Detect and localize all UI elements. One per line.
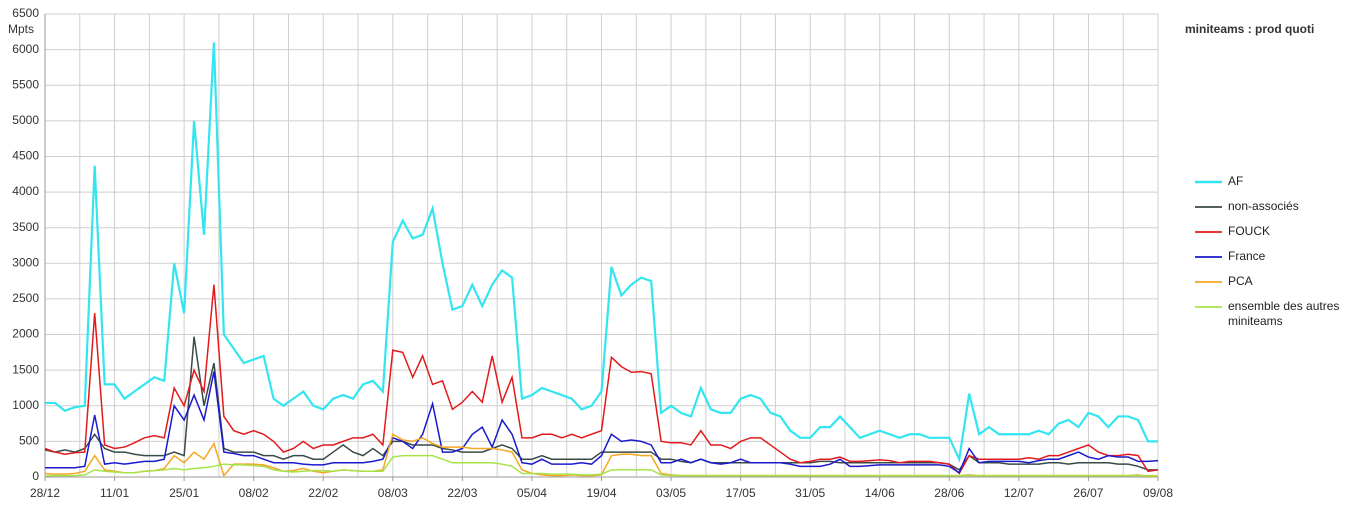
y-axis-label: Mpts xyxy=(8,22,34,36)
y-tick-label: 4500 xyxy=(12,149,39,163)
x-tick-label: 19/04 xyxy=(586,486,616,500)
x-tick-label: 28/06 xyxy=(934,486,964,500)
y-tick-label: 2000 xyxy=(12,327,39,341)
legend-label: France xyxy=(1228,249,1266,263)
y-tick-label: 3500 xyxy=(12,220,39,234)
chart-title: miniteams : prod quoti xyxy=(1185,22,1314,36)
y-tick-label: 0 xyxy=(32,469,39,483)
x-tick-label: 25/01 xyxy=(169,486,199,500)
y-tick-label: 1000 xyxy=(12,398,39,412)
x-tick-label: 17/05 xyxy=(726,486,756,500)
legend-label: ensemble des autres miniteams xyxy=(1228,299,1340,328)
x-tick-label: 08/02 xyxy=(239,486,269,500)
x-tick-label: 31/05 xyxy=(795,486,825,500)
y-tick-label: 6500 xyxy=(12,6,39,20)
y-tick-label: 5500 xyxy=(12,77,39,91)
x-tick-label: 22/02 xyxy=(308,486,338,500)
y-tick-label: 4000 xyxy=(12,184,39,198)
series-line xyxy=(45,42,1158,463)
y-tick-label: 5000 xyxy=(12,113,39,127)
x-tick-label: 28/12 xyxy=(30,486,60,500)
series-line xyxy=(44,336,1158,471)
x-tick-label: 22/03 xyxy=(447,486,477,500)
series-line xyxy=(45,454,1158,477)
series-line xyxy=(44,284,1159,475)
legend-label: non-associés xyxy=(1228,199,1299,213)
x-tick-label: 08/03 xyxy=(378,486,408,500)
legend-label: AF xyxy=(1228,174,1244,188)
y-tick-label: 3000 xyxy=(12,255,39,269)
legend-label: FOUCK xyxy=(1228,224,1270,238)
legend-label: PCA xyxy=(1228,274,1253,288)
x-tick-label: 09/08 xyxy=(1143,486,1173,500)
y-tick-label: 6000 xyxy=(12,42,39,56)
x-tick-label: 14/06 xyxy=(865,486,895,500)
series-line xyxy=(45,371,1159,474)
x-tick-label: 03/05 xyxy=(656,486,686,500)
x-tick-label: 11/01 xyxy=(100,486,129,500)
x-tick-label: 26/07 xyxy=(1073,486,1103,500)
x-tick-label: 05/04 xyxy=(517,486,547,500)
y-tick-label: 2500 xyxy=(12,291,39,305)
y-tick-label: 500 xyxy=(19,434,39,448)
x-tick-label: 12/07 xyxy=(1004,486,1034,500)
y-tick-label: 1500 xyxy=(12,362,39,376)
